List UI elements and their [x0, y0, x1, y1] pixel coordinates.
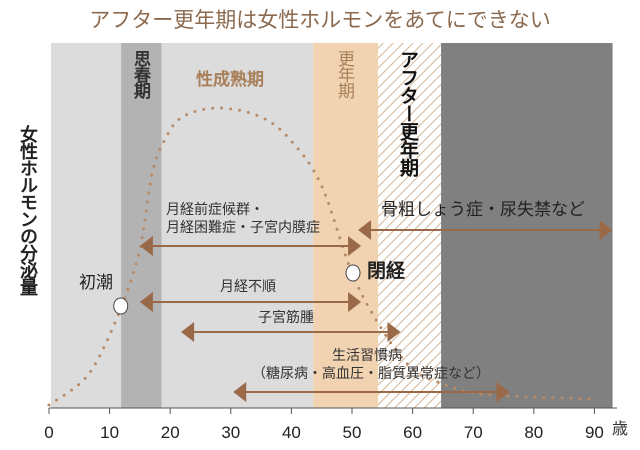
range-arrow-head-left-0 [139, 236, 153, 256]
band-1 [121, 43, 162, 408]
range-arrow-head-left-1 [358, 220, 372, 240]
range-label-pms-1: 月経前症候群・ [166, 202, 264, 218]
range-arrow-head-right-2 [348, 292, 362, 312]
range-label-lifestyle-2: （糖尿病・高血圧・脂質異常症など） [252, 366, 490, 382]
x-tick-label-90: 90 [585, 423, 604, 442]
band-4 [378, 43, 442, 408]
x-tick-label-70: 70 [464, 423, 483, 442]
event-label-menopause: 閉経 [367, 260, 406, 282]
range-label-lifestyle-1: 生活習慣病 [332, 348, 402, 364]
band-label-maturity: 性成熟期 [196, 70, 264, 90]
range-arrow-head-right-3 [387, 322, 401, 342]
range-label-irregular: 月経不順 [220, 279, 276, 295]
x-axis-unit: 歳 [612, 419, 629, 438]
event-label-menarche: 初潮 [79, 273, 113, 293]
range-arrow-head-right-4 [496, 382, 510, 402]
range-arrow-head-left-4 [233, 382, 247, 402]
range-arrow-head-left-2 [139, 292, 153, 312]
x-tick-label-80: 80 [524, 423, 543, 442]
x-tick-label-20: 20 [161, 423, 180, 442]
range-arrow-head-right-1 [599, 220, 613, 240]
range-label-pms-2: 月経困難症・子宮内膜症 [166, 220, 320, 236]
x-tick-label-0: 0 [44, 423, 53, 442]
y-axis-label: 女性ホルモンの分泌量 [17, 125, 38, 295]
event-marker-0 [113, 297, 129, 315]
x-tick-label-40: 40 [282, 423, 301, 442]
x-tick-label-50: 50 [343, 423, 362, 442]
band-label-menopause: 更年期 [334, 50, 354, 98]
x-tick-label-10: 10 [100, 423, 119, 442]
range-arrow-head-left-3 [181, 322, 195, 342]
band-2 [161, 43, 314, 408]
x-tick-label-60: 60 [403, 423, 422, 442]
x-tick-label-30: 30 [221, 423, 240, 442]
range-label-osteoporosis: 骨粗しょう症・尿失禁など [381, 200, 585, 220]
chart-title: アフター更年期は女性ホルモンをあてにできない [89, 8, 551, 32]
band-5 [441, 43, 613, 408]
band-label-after-menopause: アフター更年期 [397, 50, 419, 176]
band-0 [51, 43, 122, 408]
range-label-fibroids: 子宮筋腫 [258, 310, 314, 326]
band-label-puberty: 思春期 [130, 50, 150, 98]
event-marker-1 [345, 264, 361, 282]
range-arrow-head-right-0 [348, 236, 362, 256]
